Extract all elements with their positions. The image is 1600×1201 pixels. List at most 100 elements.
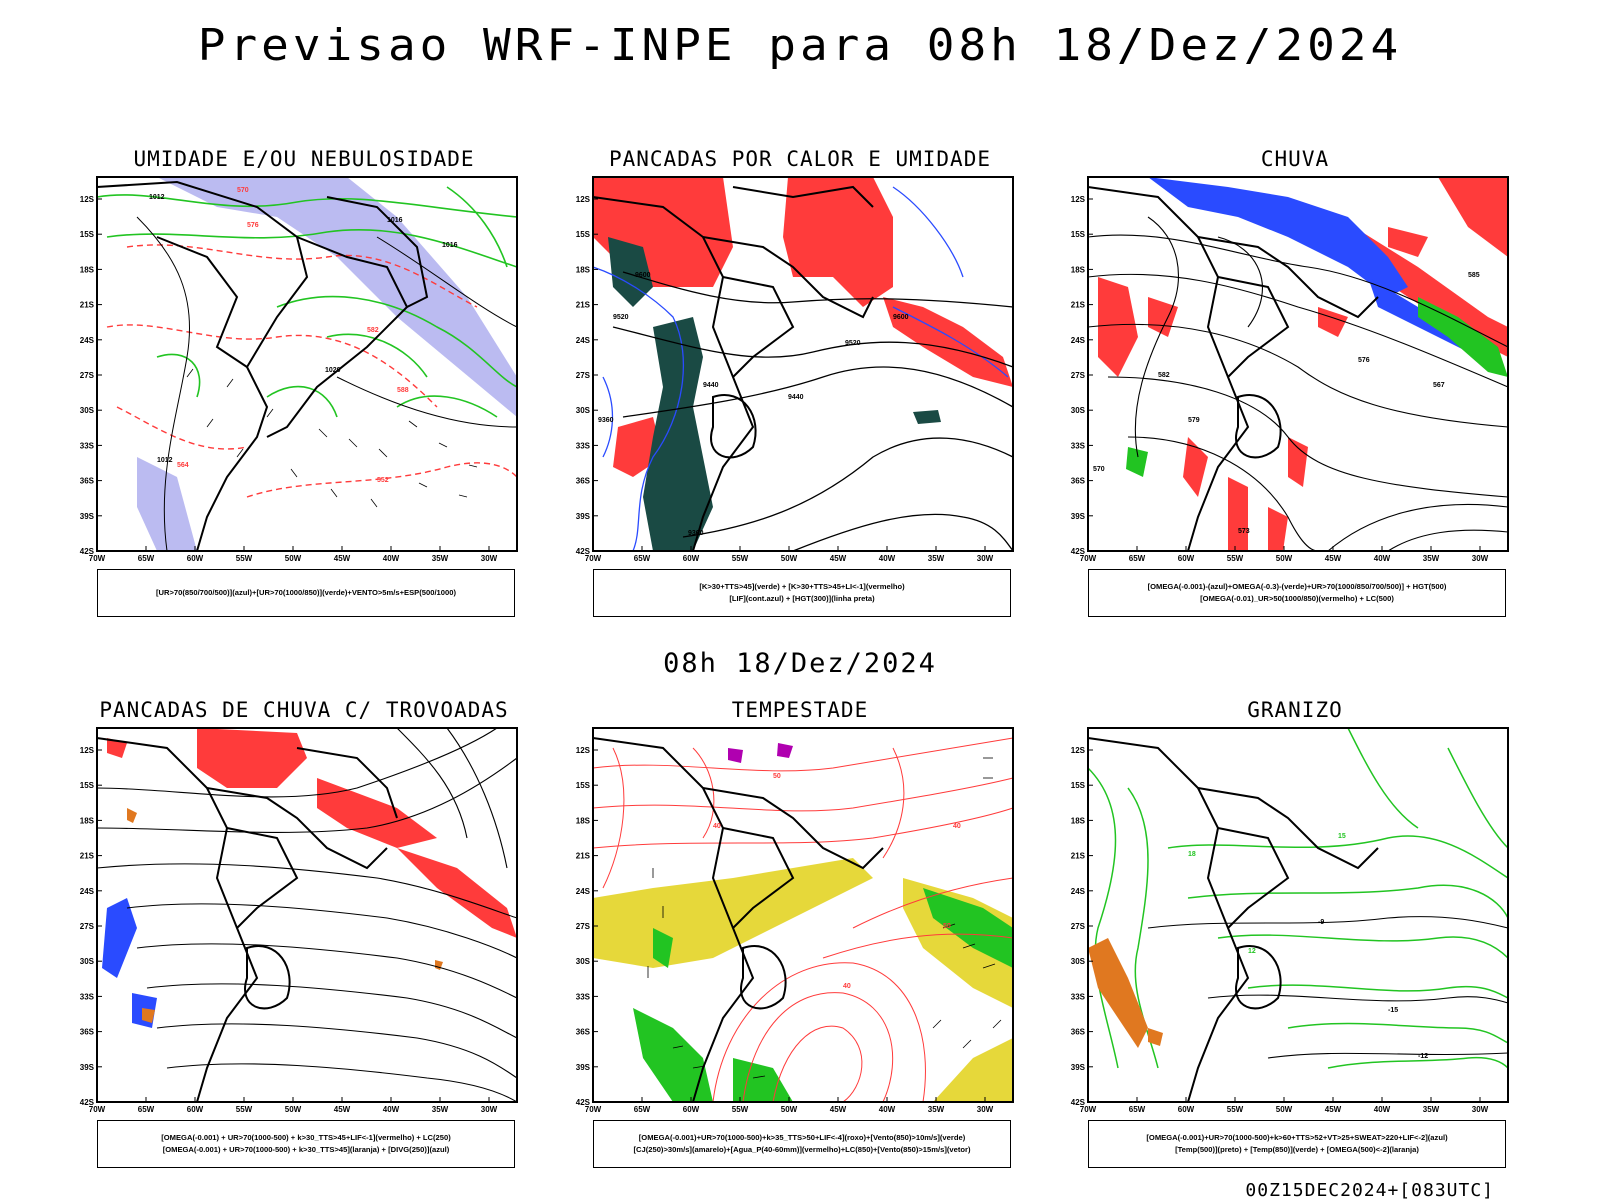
contour-label: 579 <box>1188 417 1200 424</box>
lon-tick-label: 60W <box>1178 554 1195 563</box>
country-borders <box>1087 186 1379 552</box>
lat-tick-label: 30S <box>1071 406 1086 415</box>
lat-tick-label: 21S <box>1071 852 1086 861</box>
lat-tick-label: 15S <box>80 230 95 239</box>
lon-tick-label: 50W <box>781 1105 798 1114</box>
contour-label: 9520 <box>845 340 861 347</box>
legend-line: [OMEGA(-0.001)+UR>70(1000-500)+k>35_TTS>… <box>638 1133 966 1142</box>
lat-tick-label: 27S <box>576 922 591 931</box>
lon-tick-label: 40W <box>879 554 896 563</box>
lon-tick-label: 55W <box>732 554 749 563</box>
lon-tick-label: 50W <box>285 1105 302 1114</box>
map-heat-showers: 9600 9520 9600 9520 9440 9440 9360 9360 … <box>576 176 1014 563</box>
contour-label: 40 <box>843 983 851 990</box>
lon-tick-label: 70W <box>585 1105 602 1114</box>
lat-tick-label: 27S <box>80 922 95 931</box>
contour-label: 564 <box>177 462 189 469</box>
lat-tick-label: 15S <box>576 230 591 239</box>
country-borders <box>96 180 429 552</box>
purple-storm-areas <box>728 743 793 763</box>
contour-label: 585 <box>1468 272 1480 279</box>
lon-tick-label: 65W <box>138 554 155 563</box>
lat-tick-label: 12S <box>80 746 95 755</box>
lon-tick-label: 60W <box>683 554 700 563</box>
lat-tick-label: 42S <box>1071 547 1086 556</box>
lat-tick-label: 42S <box>576 547 591 556</box>
red-streamlines <box>592 737 1014 1103</box>
lat-tick-label: 21S <box>80 852 95 861</box>
lon-tick-label: 50W <box>285 554 302 563</box>
panel-storm: TEMPESTADE <box>565 698 1035 1178</box>
lon-tick-label: 65W <box>634 1105 651 1114</box>
legend-box: [OMEGA(-0.001)+UR>70(1000-500)+k>35_TTS>… <box>593 1120 1011 1168</box>
contour-label: 9600 <box>893 314 909 321</box>
lon-tick-label: 60W <box>1178 1105 1195 1114</box>
lat-tick-label: 30S <box>1071 957 1086 966</box>
legend-box: [OMEGA(-0.001)+UR>70(1000-500)+k>60+TTS>… <box>1088 1120 1506 1168</box>
lon-tick-label: 45W <box>830 554 847 563</box>
legend-line: [LIF](cont.azul) + [HGT(300)](linha pret… <box>729 594 875 603</box>
lat-tick-label: 18S <box>576 265 591 274</box>
lon-tick-label: 35W <box>1423 1105 1440 1114</box>
lat-tick-label: 12S <box>576 746 591 755</box>
lon-tick-label: 70W <box>1080 554 1097 563</box>
lon-tick-label: 60W <box>683 1105 700 1114</box>
lat-tick-label: 12S <box>1071 195 1086 204</box>
lon-tick-label: 40W <box>383 1105 400 1114</box>
lon-tick-label: 70W <box>585 554 602 563</box>
lon-tick-label: 35W <box>1423 554 1440 563</box>
red-instability-area <box>883 297 1013 387</box>
lon-tick-label: 30W <box>481 1105 498 1114</box>
lat-tick-label: 27S <box>80 371 95 380</box>
contour-label: 1016 <box>387 217 403 224</box>
lat-tick-label: 30S <box>576 957 591 966</box>
country-borders <box>96 737 398 1103</box>
contour-label: 1016 <box>442 242 458 249</box>
contour-label: 570 <box>237 187 249 194</box>
lat-tick-label: 12S <box>576 195 591 204</box>
lat-tick-label: 18S <box>80 265 95 274</box>
panel-hail: GRANIZO <box>1060 698 1530 1178</box>
lon-tick-label: 40W <box>1374 554 1391 563</box>
contour-label: 9360 <box>598 417 614 424</box>
black-height-contours <box>1087 216 1509 552</box>
lat-tick-label: 18S <box>80 816 95 825</box>
lon-tick-label: 45W <box>334 554 351 563</box>
lat-tick-label: 15S <box>576 781 591 790</box>
teal-instability-area <box>913 410 941 424</box>
panel-title: PANCADAS DE CHUVA C/ TROVOADAS <box>99 698 509 722</box>
red-instability-areas <box>107 728 517 938</box>
lat-tick-label: 18S <box>1071 816 1086 825</box>
legend-line: [OMEGA(-0.001)-(azul)+OMEGA(-0.3)-(verde… <box>1147 582 1447 591</box>
contour-label: 567 <box>1433 382 1445 389</box>
lat-tick-label: 36S <box>1071 477 1086 486</box>
lon-tick-label: 55W <box>732 1105 749 1114</box>
map-rain: 585 582 579 576 573 570 567 12S 15S 18S 21S… <box>1071 176 1509 563</box>
panel-title: GRANIZO <box>1247 698 1343 722</box>
red-instability-area <box>783 177 893 307</box>
contour-label: 18 <box>1188 851 1196 858</box>
contour-label: 9440 <box>703 382 719 389</box>
contour-label: 570 <box>1093 466 1105 473</box>
lon-tick-label: 65W <box>1129 554 1146 563</box>
orange-instability-areas <box>127 808 443 1023</box>
streamlines <box>96 727 518 1103</box>
lat-tick-label: 18S <box>1071 265 1086 274</box>
lon-tick-label: 30W <box>1472 1105 1489 1114</box>
contour-label: 573 <box>1238 528 1250 535</box>
panel-heat-showers: PANCADAS POR CALOR E UMIDADE <box>565 147 1035 627</box>
blue-lif-contours <box>592 186 1009 552</box>
lat-tick-label: 36S <box>576 1028 591 1037</box>
legend-line: [K>30+TTS>45](verde) + [K>30+TTS>45+LI<-… <box>699 582 905 591</box>
country-borders <box>592 185 874 552</box>
lon-tick-label: 55W <box>236 1105 253 1114</box>
lat-tick-label: 24S <box>576 336 591 345</box>
main-title: Previsao WRF-INPE para 08h 18/Dez/2024 <box>197 19 1403 71</box>
lat-tick-label: 36S <box>576 477 591 486</box>
lon-tick-label: 50W <box>1276 554 1293 563</box>
lat-tick-label: 21S <box>576 301 591 310</box>
green-wind-areas <box>633 888 1013 1102</box>
lon-tick-label: 55W <box>1227 554 1244 563</box>
lon-tick-label: 70W <box>89 554 106 563</box>
